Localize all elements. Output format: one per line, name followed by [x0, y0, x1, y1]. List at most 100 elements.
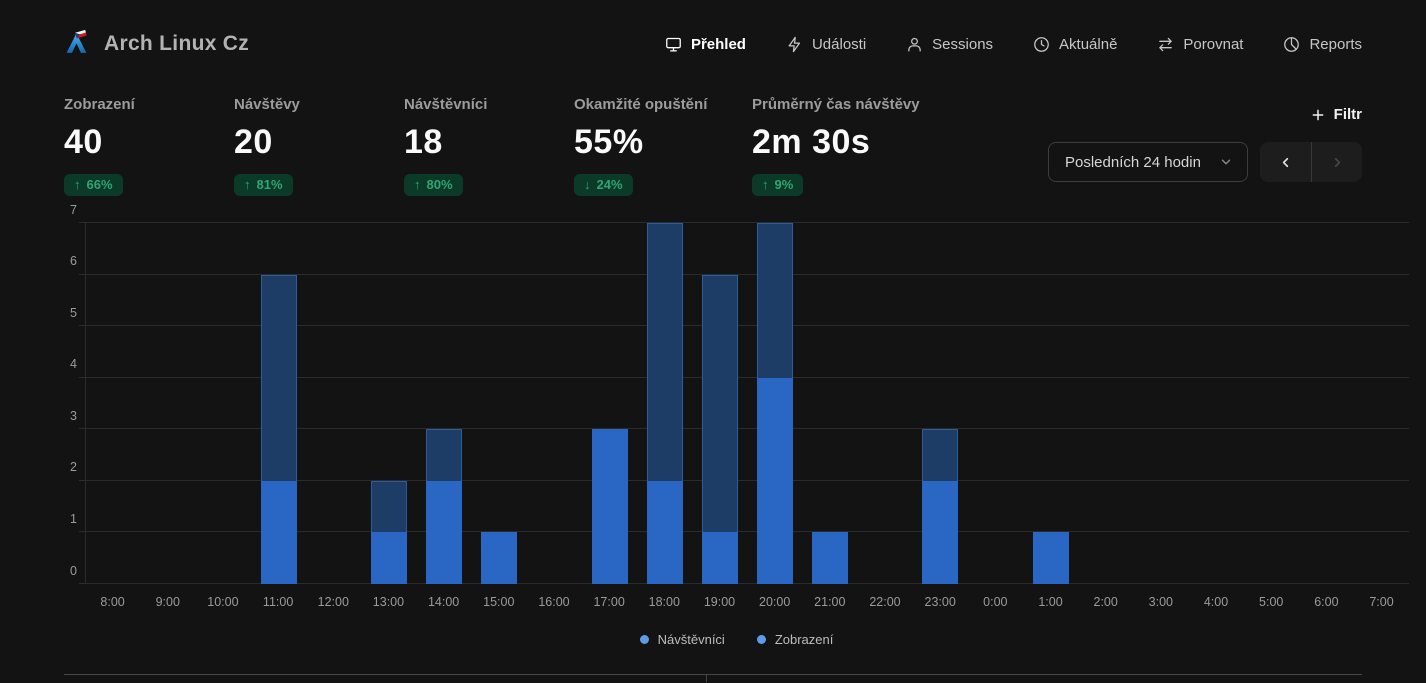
date-controls: Posledních 24 hodin — [1048, 142, 1362, 182]
visitors-bar[interactable] — [1032, 532, 1069, 584]
hour-slot-8:00 — [86, 223, 141, 584]
chevron-right-icon — [1330, 155, 1345, 170]
hour-slot-21:00 — [803, 223, 858, 584]
x-axis-label: 23:00 — [924, 595, 956, 609]
gridline — [86, 428, 1409, 430]
hour-slot-15:00 — [472, 223, 527, 584]
arch-linux-cz-logo-icon — [64, 28, 91, 60]
y-axis-tick — [79, 222, 86, 223]
monitor-icon — [665, 36, 682, 53]
nav-item-prehled[interactable]: Přehled — [665, 36, 746, 53]
hour-slot-7:00 — [1354, 223, 1409, 584]
next-period-button[interactable] — [1311, 142, 1362, 182]
hour-slot-1:00 — [1023, 223, 1078, 584]
date-range-dropdown[interactable]: Posledních 24 hodin — [1048, 142, 1248, 182]
x-axis-label: 14:00 — [427, 595, 460, 609]
visitors-bar[interactable] — [922, 480, 959, 584]
views-bar[interactable] — [701, 274, 738, 584]
x-axis-label: 9:00 — [155, 595, 180, 609]
visitors-bar[interactable] — [426, 480, 463, 584]
hour-slot-6:00 — [1299, 223, 1354, 584]
nav-item-porovnat[interactable]: Porovnat — [1157, 36, 1243, 53]
y-axis-tick — [79, 479, 86, 481]
filter-label: Filtr — [1333, 106, 1362, 123]
hour-slot-17:00 — [582, 223, 637, 584]
x-axis-label: 7:00 — [1369, 595, 1394, 609]
arrow-up-icon: ↑ — [762, 177, 769, 192]
x-axis-label: 21:00 — [814, 595, 846, 609]
nav-item-label: Události — [811, 35, 867, 53]
nav-item-sessions[interactable]: Sessions — [906, 36, 993, 53]
hour-slot-20:00 — [748, 223, 803, 584]
x-axis-label: 22:00 — [869, 595, 901, 609]
hour-slot-13:00 — [362, 223, 417, 584]
visitors-bar[interactable] — [260, 480, 297, 584]
y-axis-tick — [79, 583, 86, 584]
y-axis-label: 7 — [70, 202, 77, 217]
hour-slot-2:00 — [1078, 223, 1133, 584]
chevron-down-icon — [1219, 155, 1233, 169]
legend-label: Zobrazení — [774, 631, 834, 647]
site-title: Arch Linux Cz — [104, 32, 250, 55]
visitors-bar[interactable] — [701, 532, 738, 584]
visitors-bar[interactable] — [591, 429, 628, 584]
legend-dot-icon — [639, 634, 649, 644]
hour-slot-5:00 — [1244, 223, 1299, 584]
legend-item[interactable]: Zobrazení — [756, 631, 834, 647]
stat-change-value: 80% — [426, 177, 453, 192]
x-axis-label: 8:00 — [100, 595, 125, 609]
x-axis-label: 1:00 — [1038, 595, 1063, 609]
x-axis-label: 4:00 — [1203, 595, 1229, 609]
filter-button[interactable]: Filtr — [1310, 106, 1362, 123]
stat-label: Zobrazení — [64, 96, 135, 113]
gridline — [86, 531, 1409, 533]
stat-change-value: 66% — [86, 177, 113, 192]
gridline — [86, 222, 1409, 223]
stat-change-badge: ↑ 80% — [404, 174, 463, 196]
bottom-panel-divider — [705, 675, 707, 682]
x-axis-label: 5:00 — [1259, 595, 1284, 609]
y-axis-label: 4 — [70, 357, 77, 372]
stat-label: Průměrný čas návštěvy — [752, 96, 920, 113]
nav-item-aktualne[interactable]: Aktuálně — [1033, 36, 1117, 53]
visitors-bar[interactable] — [481, 532, 518, 584]
x-axis-label: 2:00 — [1093, 595, 1118, 609]
visitors-bar[interactable] — [646, 480, 683, 584]
x-axis-label: 6:00 — [1314, 595, 1339, 609]
gridline — [86, 583, 1409, 584]
gridline — [86, 479, 1409, 481]
chart-plot-area: 0 1 2 3 4 5 6 7 — [70, 203, 1409, 584]
date-pager — [1260, 142, 1362, 182]
previous-period-button[interactable] — [1260, 142, 1311, 182]
visitors-bar[interactable] — [812, 532, 849, 584]
nav-item-reports[interactable]: Reports — [1283, 36, 1362, 53]
gridline — [86, 376, 1409, 378]
stat-label: Návštěvy — [234, 96, 300, 113]
x-axis-label: 15:00 — [483, 595, 515, 609]
legend-item[interactable]: Návštěvníci — [639, 632, 725, 647]
legend-dot-icon — [756, 634, 766, 644]
stat-change-value: 24% — [596, 177, 623, 192]
user-icon — [906, 36, 923, 53]
stat-card: Zobrazení 40 ↑ 66% — [64, 96, 234, 196]
brand[interactable]: Arch Linux Cz — [64, 28, 249, 60]
x-axis-label: 17:00 — [593, 595, 625, 609]
nav-item-udalosti[interactable]: Události — [786, 36, 866, 53]
visitors-bar[interactable] — [757, 377, 794, 584]
lightning-icon — [786, 36, 803, 53]
hour-slot-0:00 — [968, 223, 1023, 584]
visitors-bar[interactable] — [371, 532, 408, 584]
x-axis-label: 11:00 — [262, 595, 294, 609]
y-axis-label: 1 — [70, 511, 77, 526]
main-nav: Přehled Události Sessions Aktuálně Porovnat R… — [665, 36, 1362, 53]
x-axis-label: 19:00 — [703, 595, 736, 609]
y-axis-label: 0 — [70, 563, 77, 578]
hour-slot-10:00 — [196, 223, 251, 584]
x-axis-label: 0:00 — [983, 595, 1008, 609]
stat-card: Okamžité opuštění 55% ↓ 24% — [574, 96, 752, 196]
hour-slot-14:00 — [417, 223, 472, 584]
stat-label: Okamžité opuštění — [574, 96, 708, 113]
stat-card: Návštěvy 20 ↑ 81% — [234, 96, 404, 196]
chart-x-axis: 8:00 9:00 10:00 11:00 12:00 13:00 14:00 15:00 16… — [85, 595, 1409, 609]
hour-slot-12:00 — [307, 223, 362, 584]
